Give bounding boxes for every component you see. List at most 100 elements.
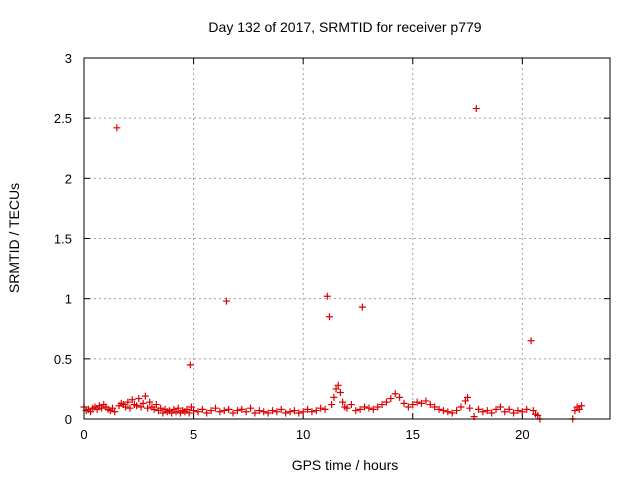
x-tick-label: 10 xyxy=(296,427,310,442)
data-point xyxy=(571,407,579,415)
data-point xyxy=(222,297,230,305)
grid-lines xyxy=(84,58,610,419)
data-point xyxy=(220,407,228,415)
data-point xyxy=(98,404,106,412)
data-point xyxy=(317,404,325,412)
data-point xyxy=(328,401,336,409)
y-tick-label: 1.5 xyxy=(54,232,72,247)
data-point xyxy=(510,409,518,417)
data-point xyxy=(356,405,364,413)
data-point xyxy=(378,401,386,409)
data-point xyxy=(422,397,430,405)
data-point xyxy=(273,408,281,416)
y-tick-label: 2 xyxy=(65,171,72,186)
data-point xyxy=(409,401,417,409)
x-tick-label: 15 xyxy=(406,427,420,442)
data-point xyxy=(527,337,535,345)
data-point xyxy=(139,399,147,407)
data-point xyxy=(523,405,531,413)
data-point xyxy=(382,398,390,406)
y-tick-label: 3 xyxy=(65,51,72,66)
data-point xyxy=(242,408,250,416)
data-point xyxy=(488,409,496,417)
data-point xyxy=(492,405,500,413)
data-point xyxy=(124,398,132,406)
data-point xyxy=(431,403,439,411)
data-point xyxy=(157,404,165,412)
data-point xyxy=(391,390,399,398)
data-point xyxy=(339,398,347,406)
data-point xyxy=(330,393,338,401)
data-point xyxy=(168,409,176,417)
data-point xyxy=(325,313,333,321)
data-point xyxy=(374,403,382,411)
data-point xyxy=(87,408,95,416)
data-point xyxy=(190,407,198,415)
data-point xyxy=(290,407,298,415)
data-point xyxy=(247,404,255,412)
data-point xyxy=(299,408,307,416)
data-point xyxy=(286,408,294,416)
data-point xyxy=(312,407,320,415)
data-point xyxy=(426,401,434,409)
axis-ticks: 0 5 10 15 20 0 0.5 1 1.5 2 2.5 3 xyxy=(54,51,610,442)
data-point xyxy=(133,402,141,410)
data-point xyxy=(496,403,504,411)
data-point xyxy=(461,397,469,405)
data-point xyxy=(137,403,145,411)
data-point xyxy=(534,411,542,419)
data-point xyxy=(229,409,237,417)
data-point xyxy=(578,402,586,410)
x-tick-label: 0 xyxy=(80,427,87,442)
data-point xyxy=(194,408,202,416)
data-point xyxy=(323,292,331,300)
data-point xyxy=(352,407,360,415)
chart-title: Day 132 of 2017, SRMTID for receiver p77… xyxy=(208,19,481,35)
data-point xyxy=(128,396,136,404)
y-tick-label: 2.5 xyxy=(54,111,72,126)
data-point xyxy=(172,408,180,416)
data-point xyxy=(277,405,285,413)
data-point xyxy=(472,105,480,113)
data-point xyxy=(216,408,224,416)
data-point xyxy=(185,409,193,417)
data-point xyxy=(453,407,461,415)
data-point xyxy=(212,404,219,412)
data-point xyxy=(466,404,474,412)
data-point xyxy=(505,405,513,413)
data-point xyxy=(413,398,421,406)
data-point xyxy=(479,408,487,416)
data-point xyxy=(264,409,272,417)
data-point xyxy=(457,403,465,411)
data-points xyxy=(80,105,586,423)
data-point xyxy=(113,124,121,132)
plot-frame xyxy=(83,57,611,420)
data-point xyxy=(308,408,316,416)
data-point xyxy=(260,408,268,416)
data-point xyxy=(347,401,355,409)
y-tick-label: 0 xyxy=(65,412,72,427)
data-point xyxy=(332,385,340,393)
data-point xyxy=(207,407,215,415)
data-point xyxy=(141,392,149,400)
data-point xyxy=(358,303,366,311)
data-point xyxy=(203,409,211,417)
data-point xyxy=(282,409,290,417)
data-point xyxy=(418,399,426,407)
data-point xyxy=(361,403,369,411)
data-point xyxy=(186,361,194,369)
data-point xyxy=(225,405,233,413)
data-point xyxy=(238,405,246,413)
data-point xyxy=(404,403,412,411)
data-point xyxy=(448,409,456,417)
data-point xyxy=(135,395,143,403)
data-point xyxy=(251,409,259,417)
data-point xyxy=(198,405,206,413)
data-point xyxy=(150,405,158,413)
data-point xyxy=(514,407,522,415)
data-point xyxy=(126,404,134,412)
data-point xyxy=(111,408,119,416)
data-point xyxy=(93,405,101,413)
data-point xyxy=(334,381,342,389)
data-point xyxy=(343,404,351,412)
